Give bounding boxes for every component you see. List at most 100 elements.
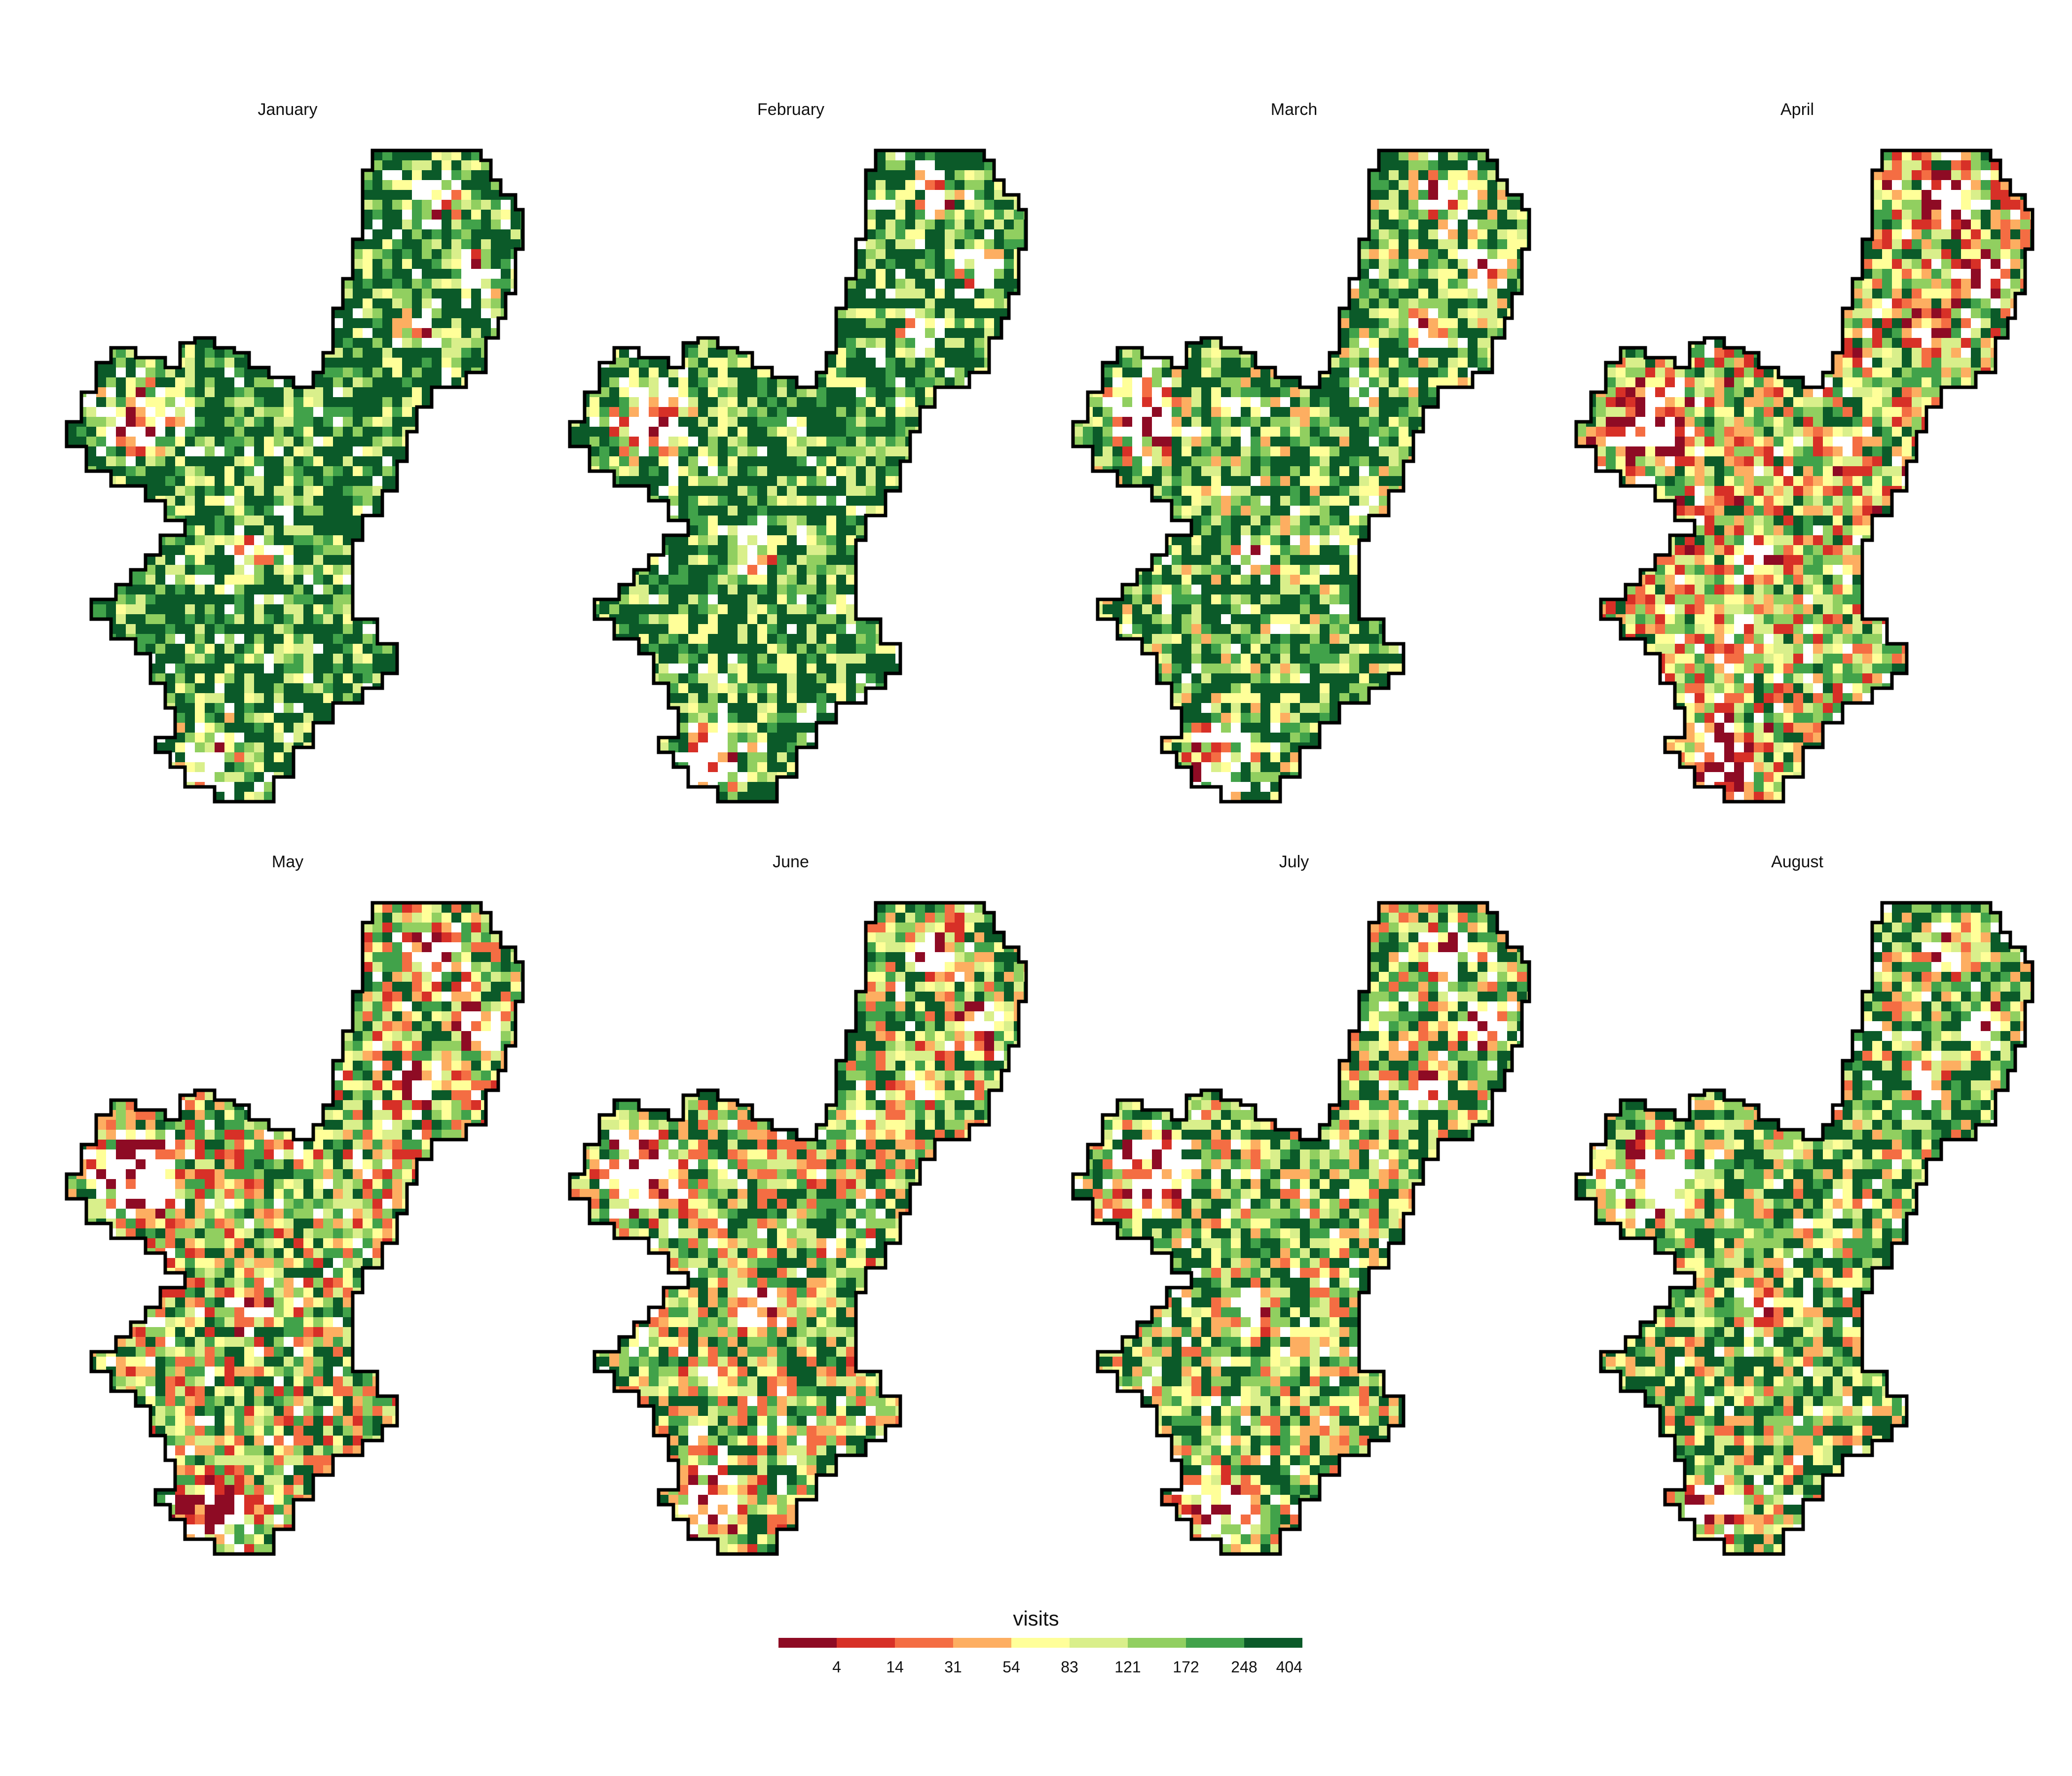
heat-cell xyxy=(372,772,382,782)
heat-cell xyxy=(461,496,471,506)
heat-cell xyxy=(165,673,175,683)
heat-cell xyxy=(826,446,836,456)
heat-cell xyxy=(619,249,629,259)
heat-cell xyxy=(333,437,343,446)
heat-cell xyxy=(619,417,629,427)
heat-cell xyxy=(777,338,787,348)
heat-cell xyxy=(234,269,244,279)
heat-cell xyxy=(333,693,343,703)
heat-cell xyxy=(876,298,886,308)
heat-cell xyxy=(303,634,313,644)
heat-cell xyxy=(747,269,757,279)
heat-cell xyxy=(422,644,432,654)
heat-cell xyxy=(639,289,649,298)
heat-cell xyxy=(649,506,659,516)
heat-cell xyxy=(945,249,955,259)
heat-cell xyxy=(333,654,343,664)
heat-cell xyxy=(333,259,343,269)
heat-cell xyxy=(757,298,767,308)
heat-cell xyxy=(609,516,619,525)
heat-cell xyxy=(392,210,402,220)
heat-cell xyxy=(323,575,333,585)
heat-cell xyxy=(254,525,264,535)
heat-cell xyxy=(274,634,284,644)
heat-cell xyxy=(501,772,511,782)
heat-cell xyxy=(274,614,284,624)
heat-cell xyxy=(343,772,353,782)
heat-cell xyxy=(402,792,412,802)
heat-cell xyxy=(964,496,974,506)
heat-cell xyxy=(955,338,964,348)
heat-cell xyxy=(274,624,284,634)
heat-cell xyxy=(284,664,294,673)
heat-cell xyxy=(590,565,599,575)
heat-cell xyxy=(659,368,668,377)
heat-cell xyxy=(668,397,678,407)
heat-cell xyxy=(905,160,915,170)
heat-cell xyxy=(777,575,787,585)
heat-cell xyxy=(165,545,175,555)
heat-cell xyxy=(244,190,254,200)
heat-cell xyxy=(511,575,520,585)
heat-cell xyxy=(1014,496,1024,506)
heat-cell xyxy=(520,585,523,594)
heat-cell xyxy=(905,180,915,190)
heat-cell xyxy=(67,397,76,407)
heat-cell xyxy=(303,348,313,358)
heat-cell xyxy=(274,328,284,338)
heat-cell xyxy=(471,792,481,802)
heat-cell xyxy=(511,555,520,565)
heat-cell xyxy=(984,298,994,308)
heat-cell xyxy=(372,150,382,160)
heat-cell xyxy=(649,328,659,338)
heat-cell xyxy=(560,585,570,594)
heat-cell xyxy=(76,269,86,279)
heat-cell xyxy=(254,308,264,318)
heat-cell xyxy=(215,565,224,575)
heat-cell xyxy=(688,358,698,368)
heat-cell xyxy=(678,220,688,229)
heat-cell xyxy=(264,338,274,348)
heat-cell xyxy=(471,239,481,249)
heat-cell xyxy=(136,150,146,160)
heat-cell xyxy=(629,545,639,555)
heat-cell xyxy=(777,525,787,535)
heat-cell xyxy=(668,338,678,348)
heat-cell xyxy=(580,229,590,239)
heat-cell xyxy=(461,782,471,792)
heat-cell xyxy=(836,150,846,160)
heat-cell xyxy=(205,693,215,703)
heat-cell xyxy=(511,742,520,752)
heat-cell xyxy=(442,782,451,792)
heat-cell xyxy=(826,496,836,506)
heat-cell xyxy=(787,427,797,437)
heat-cell xyxy=(974,377,984,387)
heat-cell xyxy=(570,190,580,200)
heat-cell xyxy=(372,693,382,703)
heat-cell xyxy=(284,308,294,318)
heat-cell xyxy=(67,654,76,664)
heat-cell xyxy=(155,150,165,160)
heat-cell xyxy=(442,762,451,772)
heat-cell xyxy=(846,525,856,535)
heat-cell xyxy=(67,180,76,190)
heat-cell xyxy=(442,180,451,190)
heat-cell xyxy=(905,298,915,308)
heat-cell xyxy=(323,733,333,742)
heat-cell xyxy=(609,210,619,220)
heat-cell xyxy=(886,239,895,249)
heat-cell xyxy=(649,427,659,437)
heat-cell xyxy=(580,358,590,368)
heat-cell xyxy=(382,703,392,713)
heat-cell xyxy=(599,180,609,190)
heat-cell xyxy=(767,585,777,594)
heat-cell xyxy=(895,259,905,269)
heat-cell xyxy=(994,200,1004,210)
heat-cell xyxy=(994,289,1004,298)
heat-cell xyxy=(816,565,826,575)
heat-cell xyxy=(1004,141,1014,150)
heat-cell xyxy=(76,575,86,585)
heat-cell xyxy=(392,190,402,200)
heat-cell xyxy=(895,407,905,417)
heat-cell xyxy=(520,654,523,664)
